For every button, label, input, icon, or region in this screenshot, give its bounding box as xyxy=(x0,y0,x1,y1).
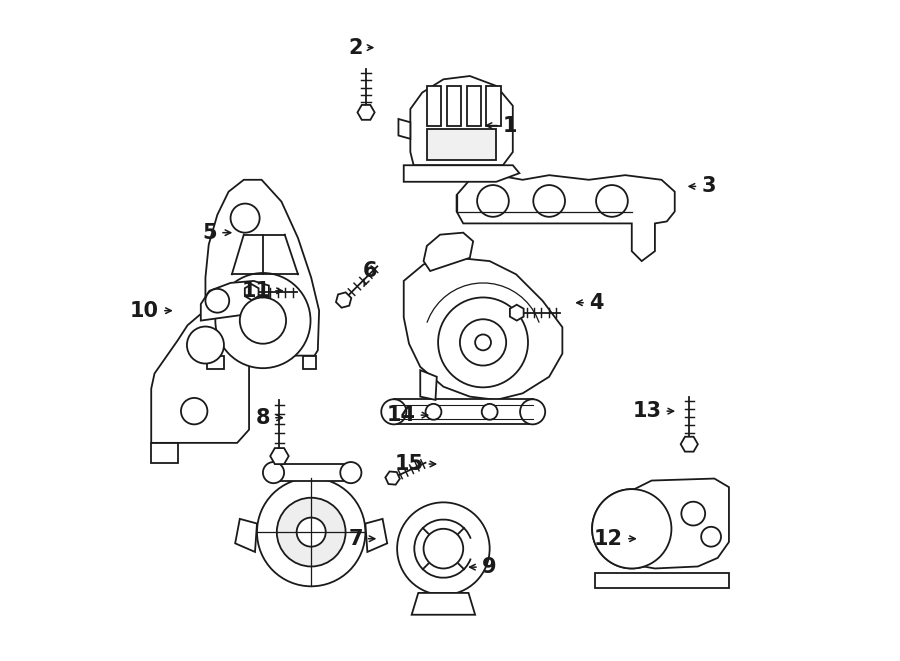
Circle shape xyxy=(475,334,491,350)
Circle shape xyxy=(592,489,671,568)
Polygon shape xyxy=(510,305,524,321)
Circle shape xyxy=(426,404,441,420)
Circle shape xyxy=(477,185,508,217)
Polygon shape xyxy=(394,399,533,424)
Polygon shape xyxy=(456,175,675,261)
Circle shape xyxy=(239,297,286,344)
Text: 3: 3 xyxy=(689,176,716,196)
Text: 10: 10 xyxy=(130,301,171,321)
Circle shape xyxy=(592,489,671,568)
Polygon shape xyxy=(365,519,387,552)
Polygon shape xyxy=(632,479,729,568)
Polygon shape xyxy=(274,464,351,481)
Circle shape xyxy=(681,502,705,525)
Circle shape xyxy=(205,289,230,313)
Circle shape xyxy=(460,319,506,366)
Polygon shape xyxy=(205,180,320,365)
Polygon shape xyxy=(385,471,400,485)
Text: 5: 5 xyxy=(202,223,230,243)
Circle shape xyxy=(181,398,207,424)
Polygon shape xyxy=(427,129,496,160)
Circle shape xyxy=(215,273,310,368)
Circle shape xyxy=(277,498,346,566)
Circle shape xyxy=(438,297,528,387)
Text: 2: 2 xyxy=(348,38,373,58)
Circle shape xyxy=(263,462,284,483)
Polygon shape xyxy=(245,284,258,300)
Polygon shape xyxy=(420,370,436,400)
Polygon shape xyxy=(336,292,351,308)
Circle shape xyxy=(397,502,490,595)
Circle shape xyxy=(482,404,498,420)
Circle shape xyxy=(382,399,407,424)
Polygon shape xyxy=(235,519,257,552)
Circle shape xyxy=(534,185,565,217)
Polygon shape xyxy=(486,86,501,126)
Text: 13: 13 xyxy=(633,401,673,421)
Text: 14: 14 xyxy=(387,405,428,425)
Polygon shape xyxy=(270,448,289,464)
Polygon shape xyxy=(201,281,269,321)
Polygon shape xyxy=(303,356,317,369)
Polygon shape xyxy=(404,165,519,182)
Polygon shape xyxy=(427,86,441,126)
Circle shape xyxy=(424,529,464,568)
Circle shape xyxy=(596,185,628,217)
Text: 9: 9 xyxy=(470,557,497,577)
Text: 11: 11 xyxy=(241,281,283,301)
Polygon shape xyxy=(680,437,698,451)
Polygon shape xyxy=(357,105,374,120)
Circle shape xyxy=(187,327,224,364)
Text: 15: 15 xyxy=(394,454,436,474)
Text: 6: 6 xyxy=(363,261,377,286)
Polygon shape xyxy=(151,314,249,443)
Circle shape xyxy=(340,462,362,483)
Polygon shape xyxy=(207,356,224,369)
Circle shape xyxy=(230,204,259,233)
Polygon shape xyxy=(410,76,513,165)
Text: 4: 4 xyxy=(577,293,603,313)
Polygon shape xyxy=(151,443,177,463)
Text: 1: 1 xyxy=(486,116,518,136)
Polygon shape xyxy=(424,233,473,271)
Polygon shape xyxy=(399,119,410,139)
Polygon shape xyxy=(411,593,475,615)
Circle shape xyxy=(520,399,545,424)
Circle shape xyxy=(610,508,652,550)
Circle shape xyxy=(701,527,721,547)
Circle shape xyxy=(257,478,365,586)
Text: 8: 8 xyxy=(256,408,283,428)
Circle shape xyxy=(297,518,326,547)
Polygon shape xyxy=(404,258,562,400)
Text: 7: 7 xyxy=(348,529,374,549)
Polygon shape xyxy=(466,86,482,126)
Text: 12: 12 xyxy=(594,529,635,549)
Polygon shape xyxy=(596,573,729,588)
Polygon shape xyxy=(446,86,461,126)
